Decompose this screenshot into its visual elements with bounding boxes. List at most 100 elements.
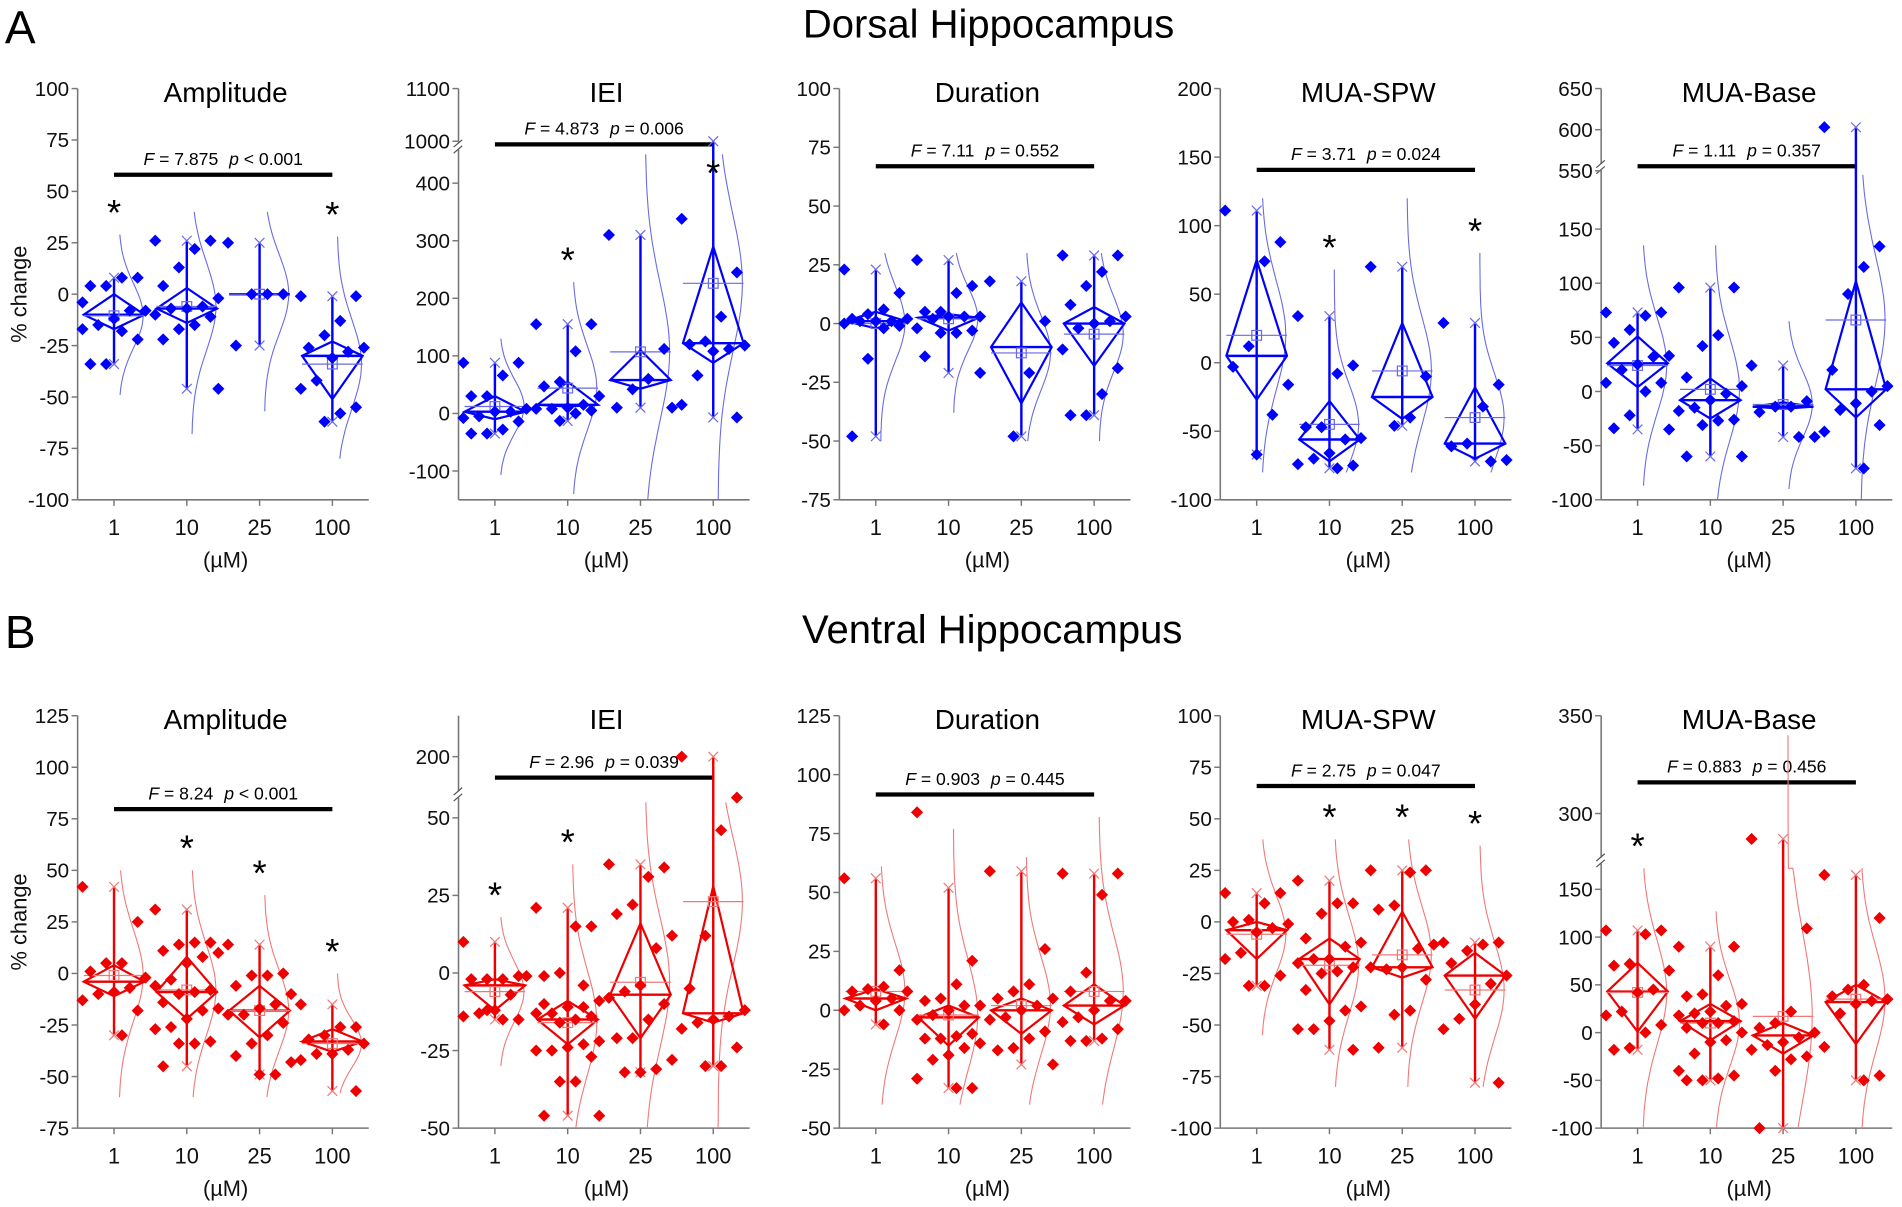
data-point <box>512 1013 525 1026</box>
panel-b-mua-spw: 100 75 50 25 0 -25 -50 -75 -100 MUA-SPW 1 10 25 100 (µ… <box>1171 704 1513 1201</box>
data-point <box>1056 343 1069 356</box>
data-point <box>180 957 193 970</box>
data-point <box>1784 1053 1798 1066</box>
data-point <box>699 1060 712 1073</box>
y-tick-label: -75 <box>1182 1066 1212 1089</box>
data-point <box>553 1075 566 1088</box>
data-point <box>1437 1023 1450 1036</box>
data-point <box>1500 453 1513 467</box>
y-tick-label: -25 <box>39 1014 69 1037</box>
data-point <box>149 979 162 992</box>
data-point <box>838 872 851 885</box>
data-point <box>1818 121 1831 134</box>
range-end-marker <box>254 237 265 249</box>
anova-stats: F = 3.71 p = 0.024 <box>1291 144 1441 164</box>
y-tick-label: 75 <box>46 808 69 831</box>
f-value: = 1.11 <box>1688 141 1736 161</box>
data-point <box>1492 936 1505 949</box>
x-axis-label: (µM) <box>584 548 629 573</box>
data-point <box>212 292 225 305</box>
group-10uM: * <box>1291 227 1368 475</box>
f-symbol: F <box>1667 757 1679 777</box>
group-100uM <box>1056 249 1132 442</box>
x-tick-label: 1 <box>870 1143 882 1168</box>
data-point <box>626 383 639 396</box>
anova-stats: F = 0.903 p = 0.445 <box>905 769 1065 789</box>
group-10uM <box>1672 911 1748 1129</box>
data-point <box>585 1050 598 1063</box>
data-point <box>245 1037 258 1050</box>
data-point <box>1808 430 1821 444</box>
data-point <box>1331 367 1344 380</box>
data-point <box>1111 249 1124 262</box>
x-tick-label: 10 <box>556 515 580 540</box>
x-tick-label: 10 <box>1317 1143 1341 1168</box>
data-point <box>869 315 882 328</box>
x-tick-label: 10 <box>936 515 960 540</box>
p-value: = 0.445 <box>1006 769 1065 789</box>
data-point <box>1484 455 1497 468</box>
p-value: = 0.024 <box>1382 144 1441 164</box>
data-point <box>1873 240 1886 253</box>
significance-star: * <box>325 931 339 972</box>
group-10uM: * <box>1291 797 1368 1087</box>
data-point <box>334 1021 347 1034</box>
range-end-marker <box>870 873 882 884</box>
y-tick-label: 0 <box>58 963 69 986</box>
x-axis-label: (µM) <box>1346 1176 1391 1201</box>
data-point <box>665 1053 679 1066</box>
ci-diamond <box>1443 951 1507 1021</box>
data-point <box>1476 400 1489 413</box>
data-point <box>1064 1034 1077 1047</box>
y-tick-label: 50 <box>1189 283 1212 306</box>
p-value: < 0.001 <box>244 149 303 169</box>
data-point <box>172 323 185 336</box>
group-1uM <box>457 338 533 476</box>
data-point <box>1712 969 1725 982</box>
data-point <box>553 375 566 388</box>
data-point <box>212 382 225 395</box>
data-point <box>561 401 574 414</box>
data-point <box>1727 1015 1741 1028</box>
density-curve <box>1479 253 1505 473</box>
panel-title: Amplitude <box>164 704 288 735</box>
data-point <box>991 1044 1004 1057</box>
panel-title: MUA-SPW <box>1301 704 1436 735</box>
data-point <box>157 944 170 957</box>
data-point <box>1784 1005 1798 1018</box>
data-point <box>221 938 235 951</box>
y-tick-label: 50 <box>46 181 69 204</box>
data-point <box>918 350 931 363</box>
f-value: = 3.71 <box>1307 144 1356 164</box>
y-tick-label: -75 <box>39 1117 69 1140</box>
data-point <box>100 279 113 293</box>
data-point <box>730 1041 743 1054</box>
y-tick-label: 650 <box>1558 78 1592 101</box>
data-point <box>577 1038 590 1051</box>
data-point <box>537 380 551 393</box>
mean-marker <box>1396 365 1408 377</box>
data-point <box>1056 1016 1069 1029</box>
data-point <box>1818 425 1831 438</box>
y-tick-label: -25 <box>801 1058 831 1081</box>
range-end-marker <box>1469 317 1481 329</box>
data-point <box>1291 310 1304 323</box>
range-end-marker <box>1088 409 1100 421</box>
significance-star: * <box>107 192 121 233</box>
data-point <box>1688 1047 1701 1060</box>
data-point <box>610 401 623 414</box>
data-point <box>496 973 509 986</box>
group-1uM <box>1599 245 1676 486</box>
data-point <box>157 279 170 293</box>
group-1uM <box>76 870 152 1098</box>
data-point <box>149 308 162 321</box>
data-point <box>310 1047 323 1060</box>
y-tick-label: -25 <box>801 372 831 395</box>
p-value: = 0.552 <box>1000 141 1059 161</box>
ci-diamond <box>154 286 220 325</box>
significance-star: * <box>1630 826 1644 867</box>
ci-diamond <box>1605 961 1670 1034</box>
range-end-marker <box>635 229 646 241</box>
data-point <box>294 1054 307 1067</box>
data-point <box>457 1010 470 1023</box>
